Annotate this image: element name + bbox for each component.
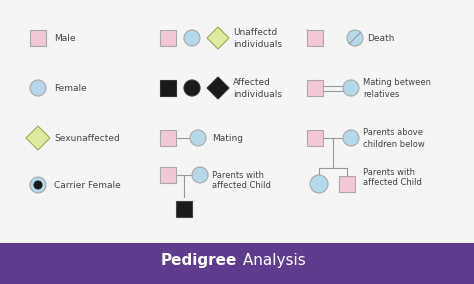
Text: Parents with: Parents with bbox=[212, 170, 264, 179]
Circle shape bbox=[34, 181, 43, 189]
Bar bbox=[307, 80, 323, 96]
Text: Male: Male bbox=[54, 34, 75, 43]
Text: Death: Death bbox=[367, 34, 394, 43]
Circle shape bbox=[192, 167, 208, 183]
Bar bbox=[160, 80, 176, 96]
Text: individuals: individuals bbox=[233, 39, 282, 49]
Text: Unaffectd: Unaffectd bbox=[233, 28, 277, 37]
Polygon shape bbox=[207, 77, 229, 99]
Circle shape bbox=[343, 130, 359, 146]
Bar bbox=[160, 30, 176, 46]
Text: affected Child: affected Child bbox=[363, 178, 422, 187]
Text: Analysis: Analysis bbox=[238, 254, 306, 268]
Text: Parents above: Parents above bbox=[363, 128, 423, 137]
Text: Sexunaffected: Sexunaffected bbox=[54, 133, 120, 143]
Text: Mating: Mating bbox=[212, 133, 243, 143]
Text: relatives: relatives bbox=[363, 89, 400, 99]
Circle shape bbox=[30, 80, 46, 96]
Bar bbox=[307, 30, 323, 46]
Circle shape bbox=[190, 130, 206, 146]
Circle shape bbox=[347, 30, 363, 46]
Text: Pedigree: Pedigree bbox=[161, 254, 237, 268]
Circle shape bbox=[30, 177, 46, 193]
Text: Affected: Affected bbox=[233, 78, 271, 87]
Text: Female: Female bbox=[54, 83, 87, 93]
Bar bbox=[160, 130, 176, 146]
Text: affected Child: affected Child bbox=[212, 181, 271, 189]
Bar bbox=[339, 176, 355, 192]
Text: Carrier Female: Carrier Female bbox=[54, 181, 121, 189]
Bar bbox=[0, 243, 474, 284]
Bar bbox=[176, 201, 192, 217]
Text: Mating between: Mating between bbox=[363, 78, 431, 87]
Circle shape bbox=[310, 175, 328, 193]
Circle shape bbox=[184, 30, 200, 46]
Text: individuals: individuals bbox=[233, 89, 282, 99]
Polygon shape bbox=[26, 126, 50, 150]
Bar bbox=[30, 30, 46, 46]
Text: children below: children below bbox=[363, 139, 425, 149]
Circle shape bbox=[184, 80, 200, 96]
Text: Parents with: Parents with bbox=[363, 168, 415, 176]
Polygon shape bbox=[207, 27, 229, 49]
Bar bbox=[307, 130, 323, 146]
Circle shape bbox=[343, 80, 359, 96]
Bar bbox=[160, 167, 176, 183]
